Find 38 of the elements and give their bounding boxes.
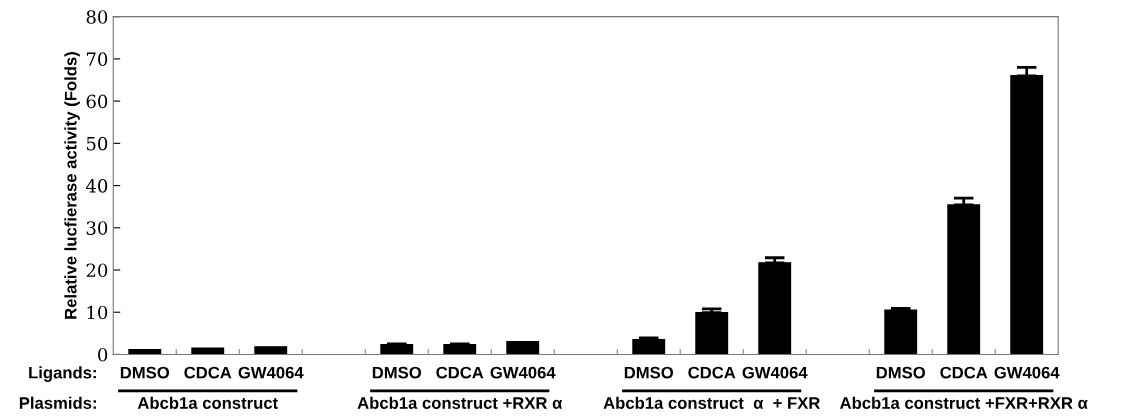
bar xyxy=(128,349,162,355)
bar xyxy=(632,338,666,355)
y-tick-label: 70 xyxy=(86,52,108,67)
text: Abcb1a construct α + FXR xyxy=(603,396,820,409)
x-tick-label: CDCA xyxy=(436,366,484,379)
text: Plasmids: xyxy=(19,396,96,409)
bar xyxy=(758,262,792,355)
text: Abcb1a construct +FXR+RXR α xyxy=(839,396,1088,409)
text: Abcb1a construct xyxy=(137,396,278,409)
text: Abcb1a construct +RXR α xyxy=(357,396,563,409)
y-tick-label: 40 xyxy=(85,179,108,193)
x-tick-label: GW4064 xyxy=(490,366,556,379)
y-tick-label: 0 xyxy=(98,347,108,362)
bar xyxy=(884,309,918,355)
bar xyxy=(947,204,981,355)
x-tick-label: GW4064 xyxy=(994,366,1060,379)
x-tick-label: DMSO xyxy=(372,366,422,379)
bar xyxy=(1010,75,1044,355)
x-tick-label: GW4064 xyxy=(238,366,304,379)
y-tick-label: 80 xyxy=(86,10,108,24)
y-axis-title: Relative lucfierase activity (Folds) xyxy=(64,52,80,319)
x-tick-label: CDCA xyxy=(184,366,232,379)
x-tick-label: DMSO xyxy=(876,366,926,379)
bar xyxy=(695,311,729,355)
x-tick-label: DMSO xyxy=(624,366,674,379)
bar xyxy=(506,341,540,355)
y-tick-label: 60 xyxy=(86,94,108,109)
bar xyxy=(191,347,225,355)
y-tick-label: 10 xyxy=(87,305,108,320)
x-tick-label: GW4064 xyxy=(742,366,808,379)
y-tick-label: 50 xyxy=(86,136,108,151)
y-tick-label: 30 xyxy=(86,221,108,235)
text: Ligands: xyxy=(29,366,96,382)
y-tick-label: 20 xyxy=(86,263,108,278)
x-tick-label: DMSO xyxy=(120,366,170,379)
x-tick-label: CDCA xyxy=(688,366,736,379)
bar xyxy=(254,346,288,355)
x-tick-label: CDCA xyxy=(940,366,988,379)
